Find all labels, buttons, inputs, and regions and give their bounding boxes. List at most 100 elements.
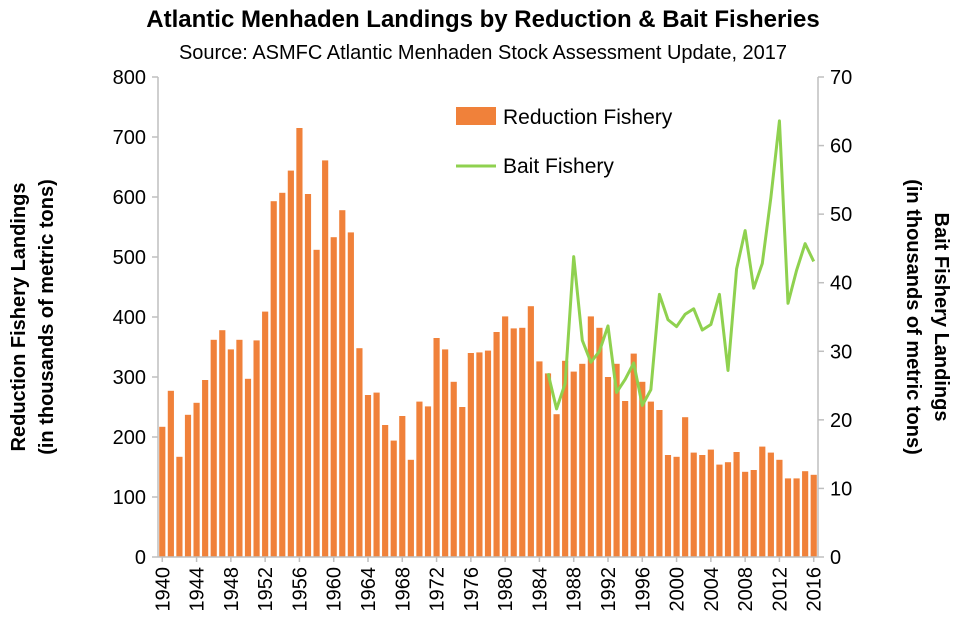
bar-1995 [630,353,637,557]
bar-1988 [570,371,577,557]
left-tick-label-700: 700 [113,127,146,149]
x-tick-label-1964: 1964 [358,567,380,612]
bar-1960 [330,237,337,557]
x-tick-label-1940: 1940 [152,567,174,612]
right-tick-label-70: 70 [830,67,852,89]
bar-1943 [184,414,192,557]
left-tick-label-500: 500 [113,247,146,269]
x-tick-label-1976: 1976 [461,567,483,612]
x-tick-label-1988: 1988 [564,567,586,612]
bar-2011 [767,452,774,557]
left-tick-label-300: 300 [113,367,146,389]
bar-1947 [219,330,226,557]
bar-1966 [382,425,389,557]
bar-1953 [270,201,277,557]
right-tick-label-50: 50 [830,204,852,226]
x-tick-label-1992: 1992 [598,567,620,612]
left-axis-label-line1: Reduction Fishery Landings [8,183,30,452]
bar-1976 [467,353,474,557]
legend-reduction-label: Reduction Fishery [503,106,673,129]
bar-1980 [502,316,509,557]
bar-2003 [699,455,706,557]
x-tick-label-2016: 2016 [804,567,826,612]
bar-1961 [339,210,346,557]
bar-1964 [364,395,372,557]
right-tick-label-60: 60 [830,136,852,158]
bar-2009 [750,470,757,557]
chart-subtitle: Source: ASMFC Atlantic Menhaden Stock As… [178,42,788,64]
bar-1984 [536,361,543,557]
bar-1942 [176,456,183,557]
bait-line-layer [546,119,816,411]
bar-1950 [244,378,252,557]
x-tick-label-1980: 1980 [495,567,517,612]
right-tick-label-20: 20 [830,410,852,432]
bar-1992 [604,377,612,557]
left-tick-label-600: 600 [113,187,146,209]
bar-1977 [476,352,483,557]
bar-1985 [544,373,552,557]
bar-1946 [210,339,217,557]
bar-1969 [407,459,414,557]
x-tick-label-1972: 1972 [427,567,449,612]
bar-2010 [759,446,766,557]
bar-1959 [322,160,329,557]
bar-1965 [373,392,380,557]
bar-1971 [424,406,432,557]
bar-1940 [159,426,166,557]
bar-1957 [304,194,312,557]
bar-1979 [493,332,500,557]
bar-2016 [810,474,817,557]
bar-1967 [390,440,397,557]
bar-2004 [707,449,714,557]
reduction-bars [159,128,817,558]
bar-1954 [279,192,286,558]
bar-1952 [262,311,269,557]
bar-1996 [639,381,646,557]
bar-2008 [742,471,749,557]
x-tick-labels: 1940 1944 1948 1952 1956 1960 1964 1968 1972 1976… [152,557,826,612]
left-tick-label-400: 400 [113,307,146,329]
bar-1941 [167,390,174,557]
x-tick-label-2008: 2008 [735,567,757,612]
bar-1968 [399,416,406,557]
x-tick-label-1944: 1944 [187,567,209,612]
bar-1981 [510,328,517,557]
left-tick-label-100: 100 [113,487,146,509]
bar-1991 [596,327,603,557]
bar-1999 [664,455,672,557]
bar-1970 [416,401,423,557]
bar-1972 [433,338,440,557]
left-axis-label-line2: (in thousands of metric tons) [36,179,58,455]
bar-2015 [802,471,809,557]
x-tick-label-1952: 1952 [255,567,277,612]
bar-1997 [647,401,654,557]
right-tick-label-0: 0 [830,547,841,569]
x-tick-label-1948: 1948 [221,567,243,612]
bar-1974 [450,381,457,557]
bar-1978 [484,350,492,557]
right-tick-label-10: 10 [830,478,852,500]
bar-2007 [733,452,740,557]
bar-1975 [459,407,466,557]
bar-1962 [347,232,354,557]
right-axis-label-line1: Bait Fishery Landings [930,213,952,422]
bar-1944 [193,402,200,557]
legend-reduction-swatch [456,107,496,125]
bar-1951 [253,340,260,557]
legend: Reduction Fishery Bait Fishery [456,106,673,178]
bar-1958 [313,249,320,558]
right-tick-labels: 0 10 20 30 40 50 60 70 [818,67,852,569]
right-tick-label-40: 40 [830,273,852,295]
x-tick-label-2000: 2000 [667,567,689,612]
bar-1987 [562,360,569,557]
bar-2001 [682,417,689,557]
bar-1973 [442,349,449,557]
x-tick-label-2004: 2004 [701,567,723,612]
bar-1982 [519,327,526,557]
bar-1949 [236,339,243,557]
bar-2006 [724,462,732,557]
bar-2002 [690,452,697,557]
left-tick-label-800: 800 [113,67,146,89]
